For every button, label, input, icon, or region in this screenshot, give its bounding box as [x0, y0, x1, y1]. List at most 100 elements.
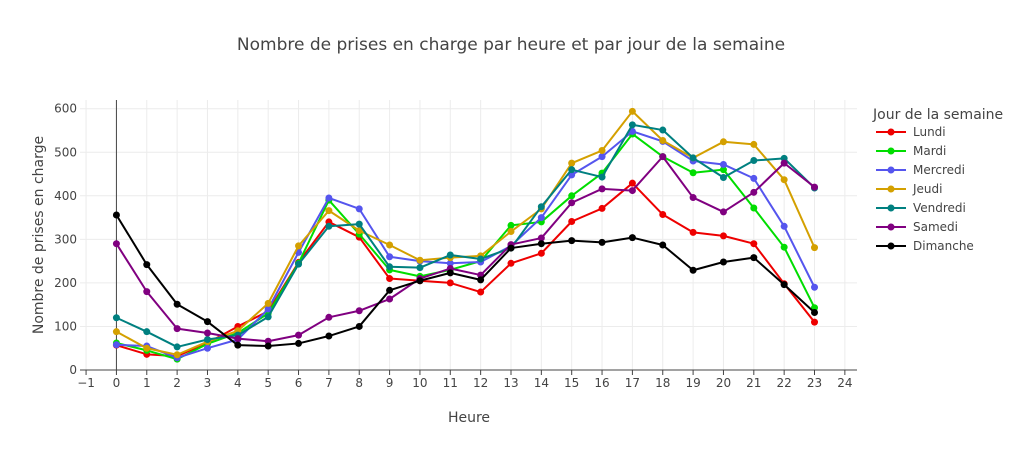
legend[interactable]: Jour de la semaine Lundi Mardi Mercredi Jeu…	[872, 107, 1003, 253]
legend-item-dimanche[interactable]: Dimanche	[876, 239, 974, 253]
data-point[interactable]	[568, 218, 576, 225]
data-point[interactable]	[659, 153, 667, 161]
data-point[interactable]	[416, 256, 424, 264]
data-point[interactable]	[719, 166, 727, 174]
data-point[interactable]	[659, 211, 667, 219]
data-point[interactable]	[112, 240, 120, 248]
data-point[interactable]	[203, 329, 211, 337]
data-point[interactable]	[811, 318, 819, 326]
data-point[interactable]	[112, 328, 120, 336]
data-point[interactable]	[446, 269, 454, 277]
data-point[interactable]	[568, 166, 576, 174]
data-point[interactable]	[568, 159, 576, 167]
data-point[interactable]	[811, 183, 819, 191]
data-point[interactable]	[628, 121, 636, 129]
data-point[interactable]	[325, 332, 333, 340]
data-point[interactable]	[386, 286, 394, 294]
data-point[interactable]	[780, 222, 788, 230]
data-point[interactable]	[719, 138, 727, 146]
data-point[interactable]	[537, 240, 545, 248]
data-point[interactable]	[537, 234, 545, 242]
legend-items[interactable]: Lundi Mardi Mercredi Jeudi Vendredi Samedi Dim…	[876, 125, 974, 253]
data-point[interactable]	[689, 169, 697, 177]
data-point[interactable]	[112, 341, 120, 349]
series-vendredi[interactable]	[112, 121, 819, 351]
series-dimanche[interactable]	[112, 211, 819, 350]
data-point[interactable]	[446, 259, 454, 267]
data-point[interactable]	[628, 107, 636, 115]
data-point[interactable]	[628, 234, 636, 242]
data-point[interactable]	[598, 238, 606, 246]
data-point[interactable]	[689, 228, 697, 236]
series-jeudi[interactable]	[112, 107, 819, 359]
data-point[interactable]	[780, 154, 788, 162]
data-point[interactable]	[477, 288, 485, 296]
data-point[interactable]	[537, 249, 545, 257]
data-point[interactable]	[295, 242, 303, 250]
data-point[interactable]	[203, 344, 211, 352]
data-point[interactable]	[750, 254, 758, 262]
data-point[interactable]	[689, 154, 697, 162]
data-point[interactable]	[295, 339, 303, 347]
data-point[interactable]	[143, 328, 151, 336]
data-point[interactable]	[719, 258, 727, 266]
series-mardi[interactable]	[112, 130, 819, 363]
data-point[interactable]	[264, 342, 272, 350]
data-point[interactable]	[811, 283, 819, 291]
data-point[interactable]	[295, 260, 303, 268]
data-point[interactable]	[355, 205, 363, 213]
legend-item-vendredi[interactable]: Vendredi	[876, 201, 966, 215]
data-point[interactable]	[264, 313, 272, 321]
data-point[interactable]	[628, 179, 636, 187]
data-point[interactable]	[719, 232, 727, 240]
data-point[interactable]	[143, 261, 151, 269]
legend-item-lundi[interactable]: Lundi	[876, 125, 946, 139]
data-point[interactable]	[477, 276, 485, 284]
data-point[interactable]	[112, 314, 120, 322]
data-point[interactable]	[112, 211, 120, 219]
data-point[interactable]	[659, 126, 667, 134]
data-point[interactable]	[689, 266, 697, 274]
data-point[interactable]	[386, 253, 394, 261]
data-point[interactable]	[386, 263, 394, 271]
legend-item-jeudi[interactable]: Jeudi	[876, 182, 942, 196]
data-point[interactable]	[173, 325, 181, 333]
data-point[interactable]	[355, 220, 363, 228]
data-point[interactable]	[143, 288, 151, 296]
data-point[interactable]	[264, 299, 272, 307]
data-point[interactable]	[568, 237, 576, 245]
data-point[interactable]	[355, 307, 363, 315]
data-point[interactable]	[386, 275, 394, 283]
data-point[interactable]	[446, 251, 454, 259]
legend-item-mardi[interactable]: Mardi	[876, 144, 946, 158]
data-point[interactable]	[598, 173, 606, 181]
data-point[interactable]	[295, 331, 303, 339]
data-point[interactable]	[537, 203, 545, 211]
data-point[interactable]	[507, 259, 515, 267]
data-point[interactable]	[750, 188, 758, 196]
data-point[interactable]	[173, 300, 181, 308]
data-point[interactable]	[264, 337, 272, 345]
data-point[interactable]	[719, 208, 727, 216]
data-point[interactable]	[568, 192, 576, 200]
data-point[interactable]	[780, 243, 788, 251]
data-point[interactable]	[568, 199, 576, 207]
data-point[interactable]	[325, 194, 333, 202]
data-point[interactable]	[386, 295, 394, 303]
data-point[interactable]	[203, 336, 211, 344]
data-point[interactable]	[811, 244, 819, 252]
data-point[interactable]	[750, 240, 758, 248]
data-point[interactable]	[507, 228, 515, 236]
data-point[interactable]	[173, 351, 181, 359]
data-point[interactable]	[598, 185, 606, 193]
data-point[interactable]	[234, 341, 242, 349]
data-point[interactable]	[598, 204, 606, 212]
data-point[interactable]	[780, 159, 788, 167]
data-point[interactable]	[143, 344, 151, 352]
data-point[interactable]	[203, 318, 211, 326]
data-point[interactable]	[537, 214, 545, 222]
legend-item-samedi[interactable]: Samedi	[876, 220, 958, 234]
data-point[interactable]	[659, 137, 667, 144]
data-point[interactable]	[750, 174, 758, 182]
data-point[interactable]	[719, 160, 727, 168]
